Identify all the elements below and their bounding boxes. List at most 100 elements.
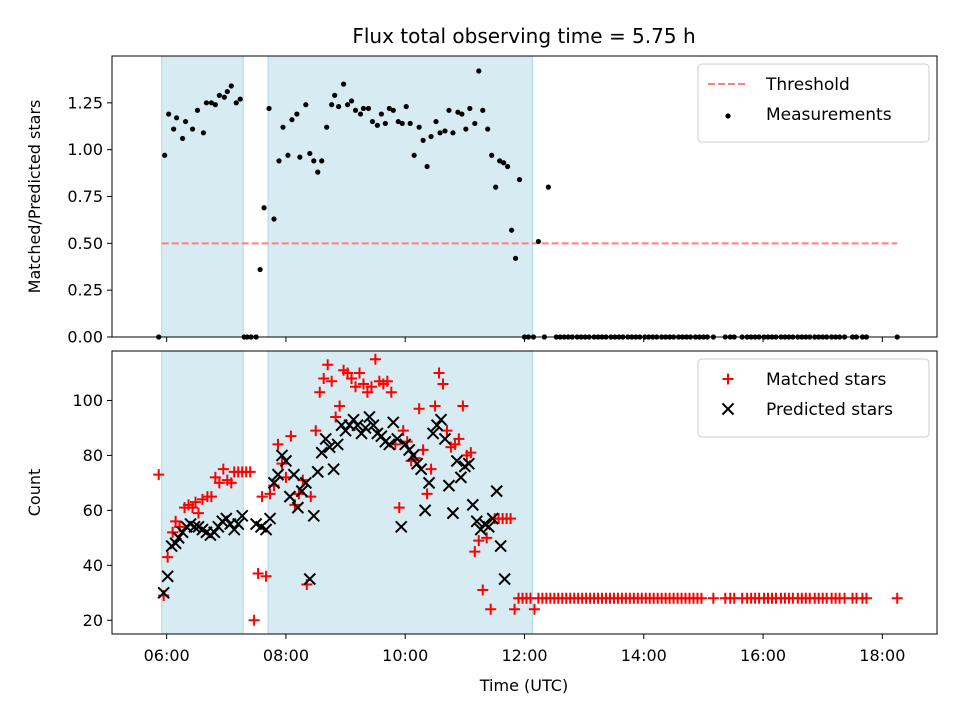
matched-star-point [357,378,369,390]
matched-star-point [153,469,165,481]
matched-star-point [477,584,489,596]
measurement-point [545,184,551,190]
panel1-series-1 [157,410,511,599]
predicted-star-point [157,586,170,599]
measurement-point [411,152,417,158]
matched-star-point [441,425,453,437]
predicted-star-point [363,410,376,424]
matched-star-point [369,353,381,365]
matched-star-point [465,447,477,459]
predicted-star-point [462,457,476,470]
predicted-star-point [399,438,412,451]
matched-star-point [192,507,204,519]
matched-star-point [860,592,872,604]
panel1-legend-entry-label: Matched stars [766,370,886,390]
predicted-star-point [161,570,174,583]
measurement-point [374,122,380,128]
measurement-point [237,96,243,102]
matched-star-point [350,381,362,393]
matched-star-point [421,488,433,500]
predicted-star-point [208,526,221,539]
measurement-point [189,126,196,132]
predicted-star-point [299,476,313,490]
predicted-star-point [307,509,320,523]
predicted-star-point [426,427,440,440]
measurement-point [171,126,177,132]
matched-star-point [457,400,469,412]
predicted-star-point [454,471,468,484]
panel1-x-tick-label: 10:00 [382,646,428,665]
matched-star-point [244,466,256,478]
panel1-y-tick-label: 20 [83,611,103,630]
panel0-observing-span-0 [161,55,244,338]
matched-star-point [213,477,225,489]
panel1-y-tick-label: 40 [83,556,103,575]
matched-star-point [433,367,445,379]
legend-matched-swatch [722,373,734,385]
measurement-point [485,126,491,132]
measurement-point [315,169,321,175]
predicted-star-point [490,484,503,498]
matched-star-point [217,463,229,475]
matched-star-point [381,375,393,387]
measurement-point [276,158,282,164]
measurement-point [261,205,267,211]
predicted-star-point [355,427,368,440]
panel1-x-tick-label: 18:00 [859,646,905,665]
predicted-star-point [271,468,285,481]
predicted-star-point [303,572,317,586]
matched-star-point [393,502,405,514]
measurement-point [459,111,465,117]
measurement-point [476,68,482,74]
measurement-point [194,107,201,113]
measurement-point [221,94,227,100]
measurement-point [228,83,234,89]
measurement-point [182,118,189,125]
matched-star-point [365,381,377,393]
measurement-point [332,92,338,98]
panel0-legend-box [697,63,930,143]
panel1-x-tick-label: 14:00 [621,646,667,665]
predicted-star-point [283,490,297,503]
measurement-point [369,118,376,125]
predicted-star-point [323,440,336,454]
measurement-point [348,98,355,104]
measurement-point [424,163,430,170]
measurement-point [428,133,434,140]
measurement-point [212,102,218,108]
panel0-observing-span-1 [267,55,533,338]
legend-measurements-swatch [725,113,731,119]
measurement-point [407,120,413,127]
predicted-star-point [383,438,396,451]
measurement-point [442,128,448,134]
measurement-point [455,109,461,115]
matched-star-point [473,535,485,547]
predicted-star-point [315,446,328,459]
measurement-point [395,118,401,125]
measurement-point [329,102,335,108]
matched-star-point [354,367,365,379]
measurement-point [297,154,303,160]
panel0-y-tick-label: 1.25 [67,93,103,112]
measurement-point [271,216,277,222]
predicted-star-point [291,501,305,514]
measurement-point [360,105,367,112]
panel0-axes-frame [111,55,938,338]
measurement-point [307,150,313,157]
matched-star-point [264,488,276,500]
predicted-star-point [359,421,372,435]
measurement-point [319,158,325,164]
measurement-point [489,152,495,158]
predicted-star-point [295,484,309,498]
measurement-point [224,88,230,95]
predicted-star-point [351,418,364,432]
measurement-point [446,107,452,113]
measurement-point [179,135,186,142]
measurement-point [233,100,239,106]
matched-star-point [285,430,297,442]
predicted-star-point [259,523,273,536]
panel1-legend-box [697,358,930,438]
matched-star-point [310,425,322,437]
panel1-y-tick-label: 80 [83,446,103,465]
predicted-star-point [311,465,324,479]
